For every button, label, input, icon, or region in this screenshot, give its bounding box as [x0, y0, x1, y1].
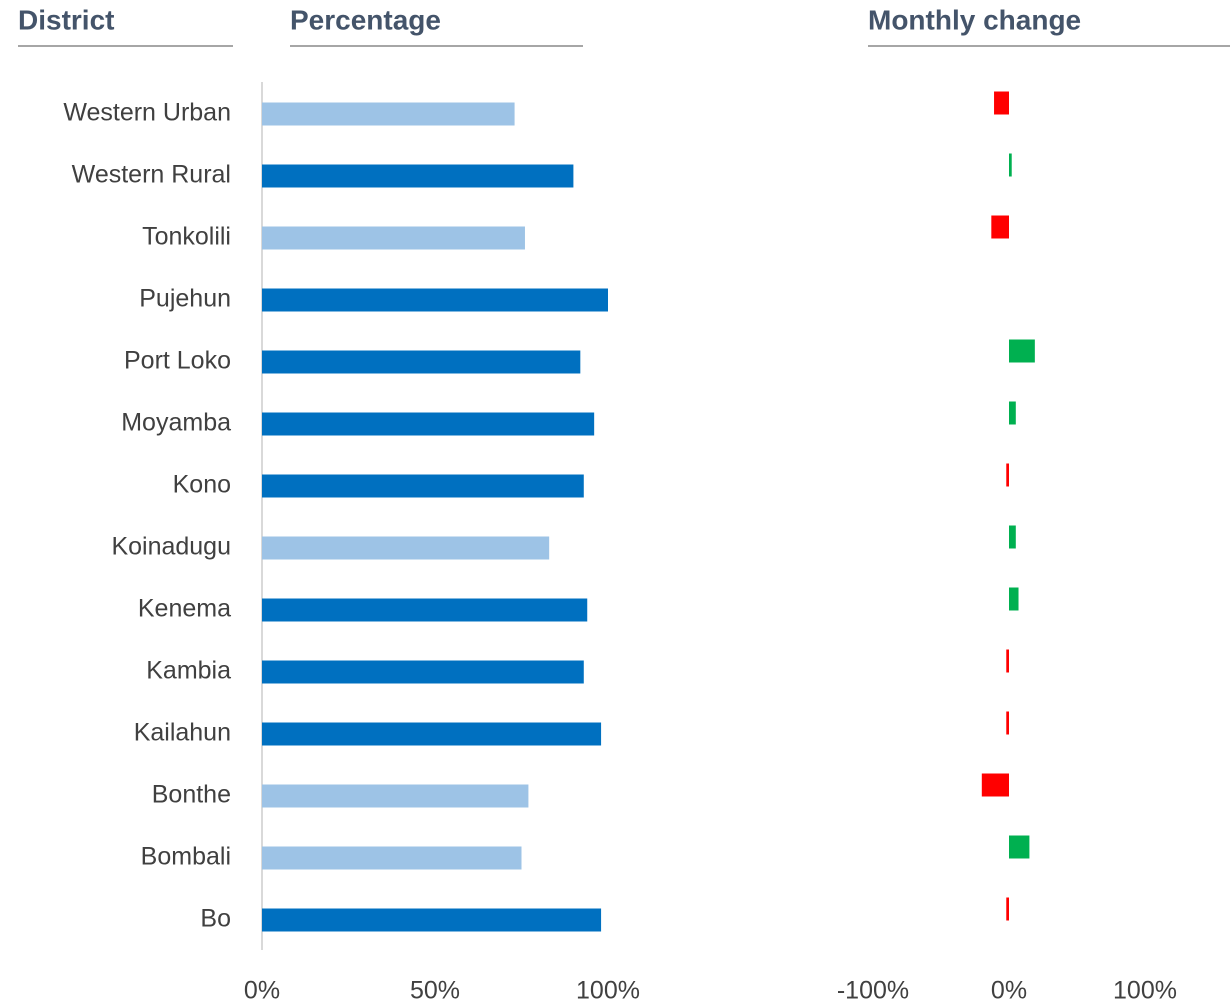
bar — [1009, 525, 1016, 549]
bar — [262, 288, 608, 312]
column-header: District — [18, 4, 114, 35]
x-tick-label: -100% — [837, 977, 909, 1005]
bar — [262, 164, 574, 188]
bar — [262, 474, 584, 498]
bar — [262, 226, 525, 250]
y-tick-label: Kailahun — [134, 719, 231, 747]
bar — [1009, 835, 1030, 859]
x-tick-label: 0% — [244, 977, 280, 1005]
bar — [1006, 463, 1009, 487]
y-tick-label: Port Loko — [124, 347, 231, 375]
bar — [994, 91, 1009, 115]
bar — [262, 722, 602, 746]
bar — [1006, 711, 1009, 735]
y-tick-label: Bonthe — [152, 781, 231, 809]
bar — [1009, 401, 1016, 425]
bar — [1009, 339, 1035, 363]
x-tick-label: 100% — [576, 977, 640, 1005]
y-tick-label: Bo — [200, 905, 231, 933]
bar — [262, 536, 550, 560]
y-tick-label: Kono — [173, 471, 231, 499]
y-tick-label: Kenema — [138, 595, 231, 623]
chart-title: Percentage — [290, 4, 441, 35]
y-tick-label: Moyamba — [121, 409, 231, 437]
y-tick-label: Tonkolili — [142, 223, 231, 251]
bar — [262, 412, 595, 436]
chart-title: Monthly change — [868, 4, 1081, 35]
bar — [1009, 587, 1019, 611]
y-tick-label: Kambia — [146, 657, 231, 685]
bar — [262, 350, 581, 374]
bar — [981, 773, 1009, 797]
bar — [262, 598, 588, 622]
y-tick-label: Bombali — [141, 843, 231, 871]
x-tick-label: 100% — [1113, 977, 1177, 1005]
bar — [262, 660, 584, 684]
y-tick-label: Western Rural — [72, 161, 231, 189]
x-tick-label: 0% — [991, 977, 1027, 1005]
y-tick-label: Koinadugu — [111, 533, 231, 561]
bar — [262, 784, 529, 808]
y-tick-label: Pujehun — [139, 285, 231, 313]
y-tick-label: Western Urban — [63, 99, 231, 127]
bar — [262, 102, 515, 126]
bar — [262, 846, 522, 870]
bar — [262, 908, 602, 932]
x-tick-label: 50% — [410, 977, 460, 1005]
bar — [1009, 153, 1012, 177]
bar — [1006, 897, 1009, 921]
bar — [991, 215, 1009, 239]
bar — [1006, 649, 1009, 673]
